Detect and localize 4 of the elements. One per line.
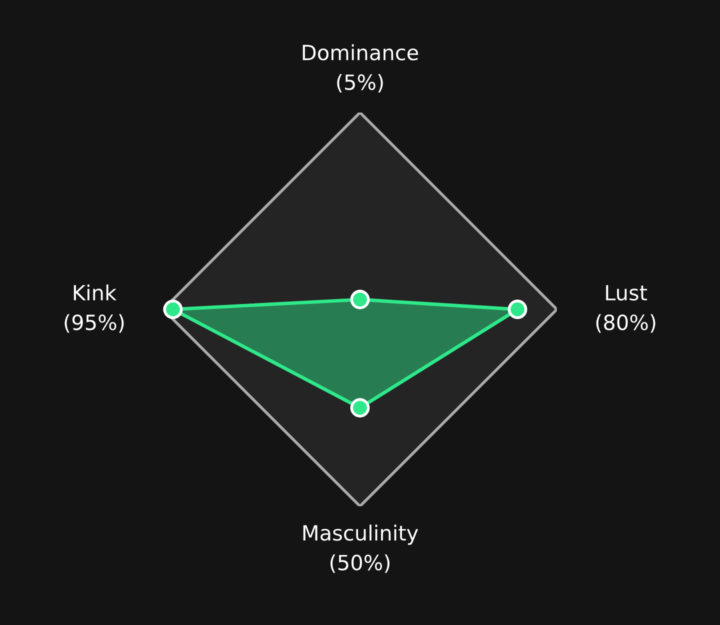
spoke-label: Lust (80%) [596,285,656,333]
spoke-label: Dominance (5%) [302,44,418,93]
spoke-label: Kink (95%) [64,284,124,333]
spoke-label: Masculinity (50%) [303,524,418,573]
